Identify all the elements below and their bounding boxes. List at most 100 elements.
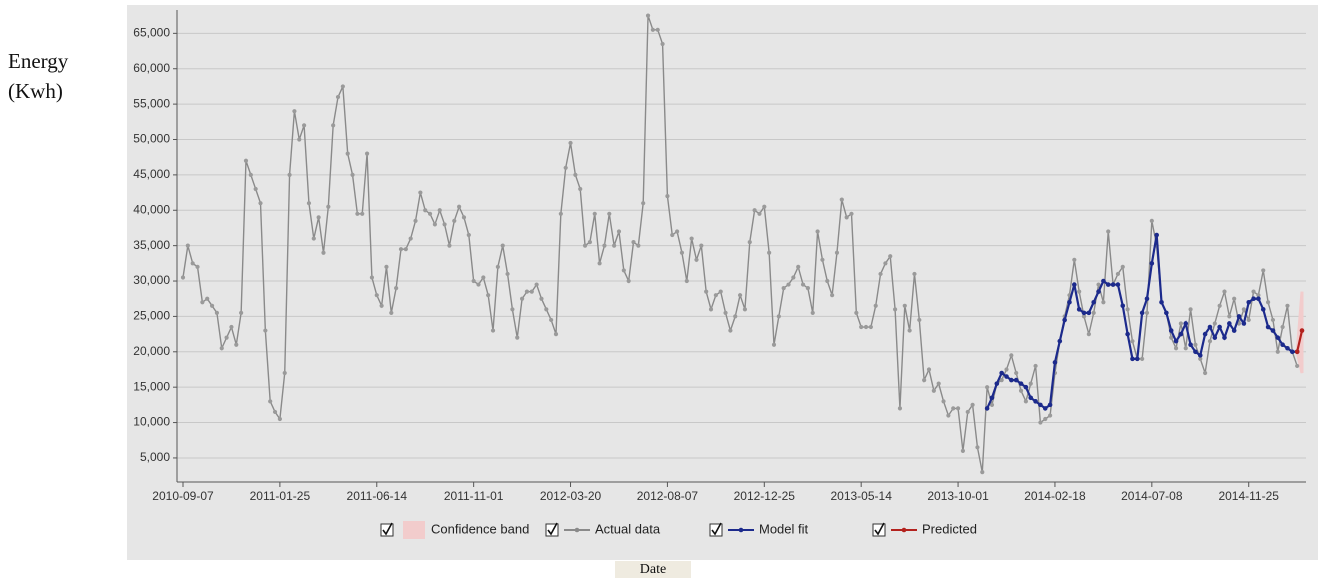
data-point	[771, 342, 777, 347]
data-point	[999, 377, 1004, 383]
data-point	[510, 307, 515, 312]
data-point	[1285, 345, 1290, 351]
legend-check	[711, 522, 722, 536]
data-point	[1081, 310, 1087, 316]
data-point	[999, 370, 1004, 376]
data-point	[631, 240, 636, 245]
data-point	[1140, 356, 1145, 361]
data-point	[389, 310, 394, 315]
data-point	[437, 208, 442, 213]
data-point	[1280, 324, 1285, 330]
y-tick-label: 5,000	[140, 450, 170, 464]
data-point	[616, 229, 622, 234]
data-point	[1120, 264, 1125, 269]
data-point	[1193, 342, 1198, 347]
data-point	[360, 211, 365, 216]
data-point	[316, 215, 321, 220]
data-point	[878, 271, 883, 277]
data-point	[675, 229, 680, 234]
data-point	[926, 367, 932, 372]
y-tick-label: 35,000	[133, 238, 170, 252]
data-point	[994, 381, 1000, 386]
data-point	[984, 406, 990, 411]
data-point	[830, 293, 835, 298]
data-point	[1193, 349, 1198, 355]
data-point	[607, 211, 612, 216]
data-point	[384, 264, 389, 269]
data-point	[1144, 310, 1150, 315]
legend-check	[547, 522, 558, 536]
data-point	[234, 342, 239, 347]
data-point	[1280, 342, 1285, 348]
data-point	[219, 346, 224, 351]
data-point	[1246, 299, 1252, 305]
data-point	[423, 208, 428, 213]
legend-label: Actual data	[595, 521, 661, 536]
data-point	[490, 328, 496, 333]
data-point	[1164, 310, 1169, 316]
x-tick-label: 2012-03-20	[540, 489, 602, 503]
data-point	[553, 332, 559, 337]
data-point	[883, 261, 888, 266]
data-point	[1202, 331, 1208, 337]
data-point	[1203, 370, 1208, 376]
legend-swatch-dot	[901, 527, 907, 533]
y-tick-label: 55,000	[133, 96, 170, 110]
data-point	[1290, 349, 1295, 355]
data-point	[1173, 338, 1179, 344]
data-point	[1222, 289, 1227, 294]
data-point	[1256, 293, 1261, 298]
data-point	[515, 335, 520, 340]
data-point	[602, 243, 607, 248]
data-point	[1091, 310, 1096, 315]
data-point	[369, 275, 375, 280]
data-point	[335, 94, 341, 100]
data-point	[1251, 289, 1256, 294]
data-point	[1299, 328, 1305, 333]
data-point	[549, 317, 554, 323]
data-point	[1207, 324, 1213, 330]
legend-check	[382, 522, 393, 536]
series-line	[1296, 330, 1304, 353]
data-point	[946, 413, 951, 418]
data-point	[578, 186, 583, 192]
data-point	[1188, 342, 1193, 348]
data-point	[311, 236, 316, 241]
y-tick-label: 50,000	[133, 132, 170, 146]
data-point	[379, 303, 384, 308]
data-point	[970, 402, 975, 407]
data-point	[374, 293, 379, 298]
data-point	[863, 324, 869, 330]
data-point	[781, 286, 786, 291]
data-point	[461, 215, 467, 220]
data-point	[1212, 321, 1217, 326]
data-point	[1096, 289, 1101, 294]
data-point	[820, 257, 825, 262]
data-point	[1241, 307, 1246, 312]
data-point	[1265, 324, 1271, 330]
data-point	[394, 286, 399, 291]
data-point	[1028, 381, 1033, 386]
data-point	[1048, 413, 1053, 418]
data-point	[670, 232, 675, 238]
data-point	[636, 243, 641, 248]
data-point	[1178, 331, 1184, 337]
data-point	[248, 172, 253, 177]
data-point	[941, 399, 946, 404]
data-point	[1062, 317, 1067, 323]
data-point	[418, 190, 423, 195]
data-point	[403, 247, 408, 252]
data-point	[297, 137, 302, 142]
data-point	[955, 406, 961, 411]
data-point	[612, 243, 617, 248]
data-point	[1261, 268, 1266, 273]
data-point	[965, 409, 970, 415]
data-point	[737, 293, 743, 298]
data-point	[1217, 303, 1222, 308]
data-point	[767, 250, 772, 255]
data-point	[1110, 282, 1116, 287]
data-point	[960, 448, 966, 453]
data-point	[805, 286, 810, 291]
data-point	[1042, 406, 1048, 411]
y-tick-label: 30,000	[133, 273, 170, 287]
